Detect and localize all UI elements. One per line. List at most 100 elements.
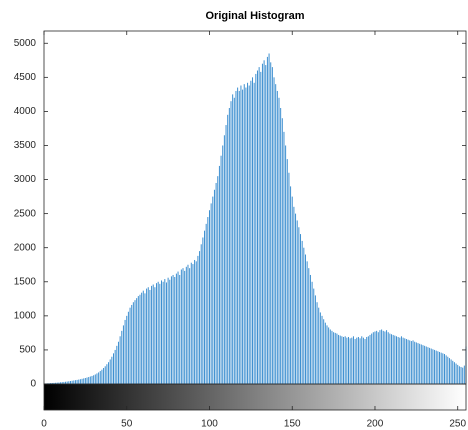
bar bbox=[192, 264, 194, 384]
bar bbox=[228, 108, 230, 384]
bar bbox=[51, 382, 53, 384]
bar bbox=[71, 380, 73, 384]
bar bbox=[94, 374, 96, 384]
bar bbox=[379, 330, 381, 384]
bar bbox=[141, 292, 143, 384]
bar bbox=[121, 330, 123, 384]
x-tick-label: 150 bbox=[284, 419, 301, 430]
bar bbox=[275, 84, 277, 384]
bar bbox=[91, 375, 93, 384]
bar bbox=[369, 334, 371, 384]
bar bbox=[113, 353, 115, 384]
bar bbox=[261, 63, 263, 385]
bar bbox=[425, 346, 427, 384]
bar bbox=[162, 281, 164, 384]
bar bbox=[334, 332, 336, 384]
bar bbox=[381, 329, 383, 384]
bar bbox=[238, 90, 240, 384]
bar bbox=[319, 312, 321, 384]
bar bbox=[129, 307, 131, 384]
y-tick-label: 2500 bbox=[14, 208, 37, 219]
bar bbox=[240, 85, 242, 385]
bar bbox=[382, 330, 384, 384]
bar bbox=[377, 332, 379, 384]
bar bbox=[88, 377, 90, 384]
bar bbox=[230, 101, 232, 385]
bar bbox=[66, 381, 68, 384]
bar bbox=[84, 378, 86, 384]
bar bbox=[256, 70, 258, 385]
bar bbox=[394, 335, 396, 384]
y-tick-label: 3000 bbox=[14, 174, 37, 185]
bar bbox=[389, 333, 391, 384]
bar bbox=[452, 360, 454, 384]
bar bbox=[356, 337, 358, 384]
bar bbox=[463, 365, 465, 384]
bar bbox=[462, 367, 464, 384]
bar bbox=[116, 345, 118, 384]
bar bbox=[170, 276, 172, 384]
bar bbox=[250, 80, 252, 384]
bar bbox=[152, 284, 154, 384]
bar bbox=[309, 274, 311, 384]
bar bbox=[223, 135, 225, 384]
bar bbox=[324, 322, 326, 384]
bar bbox=[281, 118, 283, 385]
bar bbox=[248, 85, 250, 385]
bar bbox=[276, 90, 278, 384]
bar bbox=[376, 330, 378, 384]
bar bbox=[460, 366, 462, 384]
bar bbox=[111, 356, 113, 384]
bar bbox=[442, 353, 444, 384]
bar bbox=[76, 379, 78, 384]
bar bbox=[56, 382, 58, 384]
bar bbox=[93, 375, 95, 384]
bar bbox=[266, 56, 268, 384]
bar bbox=[343, 336, 345, 384]
bar bbox=[86, 377, 88, 384]
bar bbox=[108, 362, 110, 384]
bar bbox=[414, 341, 416, 384]
axes-frame bbox=[43, 30, 467, 385]
bar bbox=[422, 345, 424, 384]
bar bbox=[372, 332, 374, 384]
bar bbox=[65, 381, 67, 384]
bar bbox=[313, 288, 315, 384]
bar bbox=[303, 247, 305, 384]
bar bbox=[245, 87, 247, 385]
bar bbox=[402, 337, 404, 384]
colorbar bbox=[43, 383, 467, 411]
bar bbox=[263, 60, 265, 384]
bar bbox=[212, 196, 214, 384]
bar bbox=[420, 344, 422, 384]
bar bbox=[387, 332, 389, 384]
bar bbox=[427, 347, 429, 384]
bar bbox=[432, 349, 434, 384]
bar bbox=[207, 217, 209, 384]
bar bbox=[453, 362, 455, 384]
bar bbox=[399, 337, 401, 384]
bar bbox=[205, 223, 207, 384]
chart-title: Original Histogram bbox=[205, 10, 304, 22]
bar bbox=[430, 348, 432, 384]
y-tick-label: 3500 bbox=[14, 140, 37, 151]
bar bbox=[117, 341, 119, 384]
bar bbox=[339, 335, 341, 384]
y-tick-label: 4000 bbox=[14, 106, 37, 117]
bar bbox=[323, 319, 325, 384]
bar bbox=[448, 358, 450, 384]
bar bbox=[175, 273, 177, 384]
bar bbox=[136, 298, 138, 384]
bar bbox=[151, 285, 153, 384]
bar bbox=[283, 131, 285, 384]
bar bbox=[208, 210, 210, 384]
bar bbox=[419, 343, 421, 384]
bar bbox=[109, 359, 111, 384]
bar bbox=[258, 67, 260, 384]
bar bbox=[395, 336, 397, 384]
bar bbox=[50, 383, 52, 384]
bar bbox=[74, 380, 76, 384]
bar bbox=[98, 372, 100, 384]
bar bbox=[314, 295, 316, 384]
